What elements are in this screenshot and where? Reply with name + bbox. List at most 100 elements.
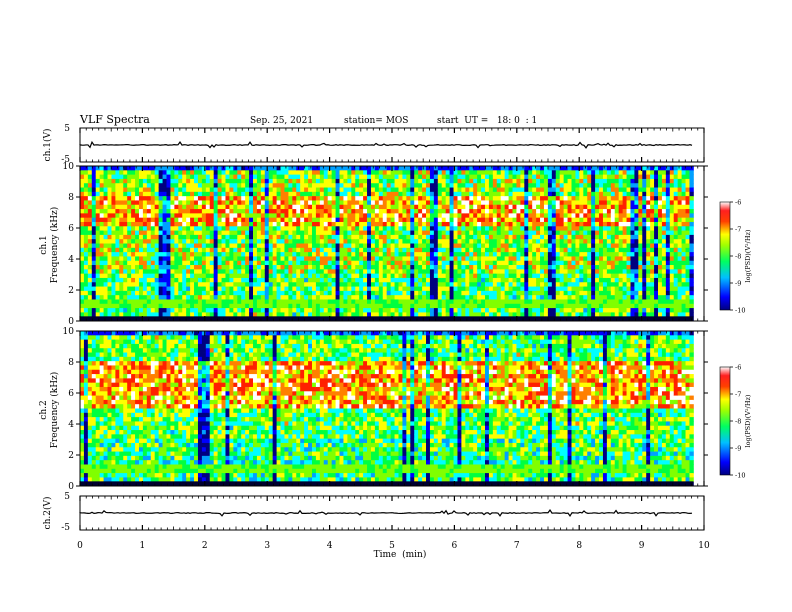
spectrogram-cell	[131, 312, 136, 318]
spectrogram-cell	[103, 282, 108, 287]
spectrogram-cell	[610, 178, 616, 184]
spectrogram-cell	[103, 243, 108, 249]
spectrogram-cell	[587, 269, 592, 275]
spectrogram-cell	[158, 269, 163, 275]
spectrogram-cell	[194, 209, 199, 214]
spectrogram-cell	[398, 234, 403, 240]
spectrogram-cell	[382, 204, 388, 210]
spectrogram-cell	[135, 187, 140, 193]
spectrogram-cell	[437, 295, 443, 300]
spectrogram-cell	[256, 213, 262, 219]
spectrogram-cell	[178, 191, 183, 197]
spectrogram-cell	[378, 273, 384, 279]
spectrogram-cell	[221, 256, 226, 262]
spectrogram-cell	[599, 269, 604, 275]
spectrogram-cell	[410, 273, 415, 279]
spectrogram-cell	[260, 226, 266, 231]
spectrogram-cell	[304, 295, 309, 300]
spectrogram-cell	[398, 295, 403, 300]
spectrogram-cell	[209, 166, 215, 171]
spectrogram-cell	[602, 209, 608, 214]
spectrogram-cell	[335, 196, 340, 201]
spectrogram-cell	[465, 252, 470, 257]
spectrogram-cell	[516, 303, 521, 309]
spectrogram-cell	[142, 166, 148, 171]
spectrogram-cell	[602, 200, 608, 206]
spectrogram-cell	[347, 239, 352, 244]
spectrogram-cell	[339, 174, 344, 180]
spectrogram-cell	[571, 226, 576, 231]
spectrogram-cell	[445, 183, 451, 188]
spectrogram-cell	[249, 243, 254, 249]
spectrogram-cell	[543, 204, 549, 210]
spectrogram-cell	[602, 260, 608, 266]
spectrogram-cell	[449, 234, 454, 240]
spectrogram-cell	[99, 299, 104, 305]
spectrogram-cell	[461, 183, 466, 188]
spectrogram-cell	[457, 290, 462, 296]
spectrogram-cell	[429, 230, 435, 236]
spectrogram-cell	[166, 191, 171, 197]
spectrogram-cell	[394, 204, 399, 210]
spectrogram-cell	[170, 204, 175, 210]
spectrogram-cell	[154, 226, 160, 231]
spectrogram-cell	[315, 269, 321, 275]
spectrogram-cell	[492, 299, 498, 305]
spectrogram-cell	[201, 200, 207, 206]
spectrogram-cell	[292, 273, 297, 279]
spectrogram-cell	[280, 183, 285, 188]
spectrogram-cell	[276, 252, 281, 257]
spectrogram-cell	[571, 170, 576, 176]
spectrogram-cell	[524, 247, 529, 253]
spectrogram-cell	[453, 234, 458, 240]
spectrogram-cell	[453, 303, 458, 309]
spectrogram-cell	[339, 273, 344, 279]
spectrogram-cell	[253, 213, 258, 219]
spectrogram-cell	[296, 295, 301, 300]
spectrogram-cell	[319, 204, 325, 210]
spectrogram-cell	[512, 187, 517, 193]
spectrogram-cell	[292, 217, 297, 223]
spectrogram-cell	[351, 277, 356, 283]
spectrogram-cell	[602, 290, 608, 296]
spectrogram-cell	[190, 273, 195, 279]
spectrogram-cell	[225, 295, 230, 300]
spectrogram-cell	[418, 308, 423, 313]
spectrogram-cell	[308, 273, 313, 279]
spectrogram-cell	[142, 295, 148, 300]
spectrogram-cell	[268, 243, 274, 249]
spectrogram-cell	[260, 282, 266, 287]
spectrogram-cell	[154, 187, 160, 193]
spectrogram-cell	[178, 256, 183, 262]
spectrogram-cell	[437, 299, 443, 305]
spectrogram-cell	[469, 183, 474, 188]
spectrogram-cell	[107, 217, 112, 223]
spectrogram-cell	[304, 260, 309, 266]
spectrogram-cell	[217, 200, 222, 206]
spectrogram-cell	[606, 200, 612, 206]
spectrogram-cell	[154, 209, 160, 214]
spectrogram-cell	[575, 277, 580, 283]
spectrogram-cell	[520, 243, 525, 249]
spectrogram-cell	[319, 226, 325, 231]
spectrogram-cell	[272, 183, 277, 188]
spectrogram-cell	[272, 213, 277, 219]
spectrogram-cell	[253, 166, 258, 171]
spectrogram-cell	[599, 221, 604, 227]
spectrogram-cell	[528, 247, 533, 253]
spectrogram-cell	[591, 290, 596, 296]
spectrogram-cell	[587, 282, 592, 287]
spectrogram-cell	[610, 239, 616, 244]
spectrogram-cell	[233, 303, 238, 309]
spectrogram-cell	[80, 243, 85, 249]
spectrogram-cell	[264, 174, 270, 180]
spectrogram-cell	[532, 174, 537, 180]
spectrogram-cell	[551, 239, 557, 244]
spectrogram-cell	[343, 282, 348, 287]
spectrogram-cell	[536, 299, 541, 305]
spectrogram-cell	[418, 187, 423, 193]
spectrogram-cell	[150, 303, 156, 309]
spectrogram-cell	[492, 312, 498, 318]
spectrogram-cell	[115, 217, 120, 223]
spectrogram-cell	[182, 286, 187, 292]
